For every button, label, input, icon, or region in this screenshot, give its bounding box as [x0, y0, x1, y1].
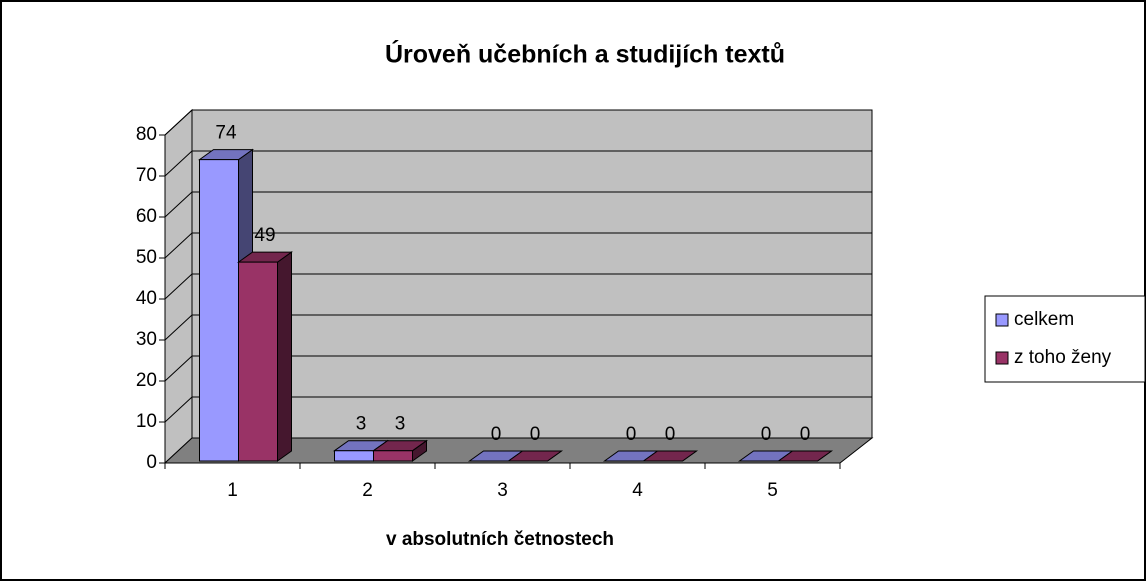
y-tick-label: 80	[136, 124, 157, 145]
bar	[371, 439, 429, 462]
y-tick-label: 60	[136, 206, 157, 227]
grid-line	[164, 355, 193, 382]
y-tick-label: 50	[136, 247, 157, 268]
bar	[641, 450, 699, 462]
data-label: 3	[395, 414, 406, 435]
grid-line	[164, 150, 193, 177]
y-tick-label: 30	[136, 329, 157, 350]
grid-line	[164, 314, 193, 341]
grid-line	[164, 109, 193, 136]
data-label: 3	[356, 414, 367, 435]
legend-label: z toho ženy	[1014, 347, 1112, 368]
bar-face	[373, 450, 413, 462]
bar-face	[238, 261, 278, 462]
x-tick-label: 5	[767, 480, 778, 501]
y-tick-label: 40	[136, 288, 157, 309]
bar	[506, 450, 564, 462]
data-label: 0	[491, 424, 502, 445]
bar-face	[199, 159, 239, 462]
y-tick-label: 0	[146, 452, 157, 473]
data-label: 0	[530, 424, 541, 445]
bar	[776, 450, 834, 462]
legend-swatch	[995, 313, 1009, 327]
grid-line	[164, 191, 193, 218]
data-label: 0	[626, 424, 637, 445]
y-tick-label: 10	[136, 411, 157, 432]
bar-face	[277, 251, 292, 462]
x-tick-label: 4	[632, 480, 643, 501]
grid-line	[164, 232, 193, 259]
y-tick-label: 20	[136, 370, 157, 391]
bar	[236, 251, 294, 462]
data-label: 74	[215, 123, 237, 144]
legend-swatch	[995, 351, 1009, 365]
x-tick-label: 2	[362, 480, 373, 501]
data-label: 0	[665, 424, 676, 445]
x-axis-title: v absolutních četnostech	[386, 529, 614, 550]
x-tick-label: 3	[497, 480, 508, 501]
data-label: 0	[761, 424, 772, 445]
chart-title: Úroveň učebních a studijích textů	[385, 39, 785, 69]
grid-line	[164, 273, 193, 300]
x-tick-label: 1	[227, 480, 238, 501]
legend-label: celkem	[1014, 309, 1074, 330]
data-label: 49	[254, 225, 275, 246]
data-label: 0	[800, 424, 811, 445]
bar-face	[334, 450, 374, 462]
grid-line	[164, 396, 193, 423]
legend-box	[984, 295, 1146, 383]
y-tick-label: 70	[136, 165, 157, 186]
